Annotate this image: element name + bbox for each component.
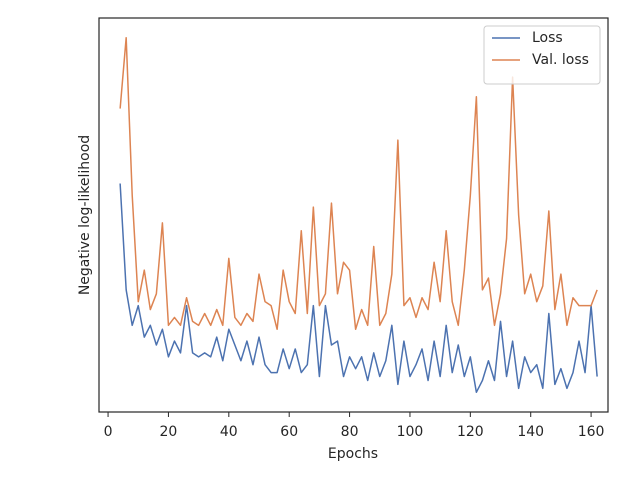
- x-tick-label: 20: [160, 424, 178, 440]
- x-tick-label: 40: [220, 424, 238, 440]
- x-tick-label: 140: [517, 424, 544, 440]
- x-tick-label: 100: [397, 424, 424, 440]
- x-tick-label: 160: [578, 424, 605, 440]
- series-line: [119, 183, 598, 394]
- plot-frame: [98, 17, 609, 413]
- y-axis-label: Negative log-likelihood: [77, 135, 93, 295]
- x-axis-label: Epochs: [328, 446, 378, 462]
- x-tick-label: 80: [341, 424, 359, 440]
- legend-box: [483, 25, 601, 85]
- x-tick-label: 60: [280, 424, 298, 440]
- legend-label: Val. loss: [532, 52, 589, 68]
- series-line: [119, 36, 598, 331]
- x-tick-label: 0: [104, 424, 113, 440]
- x-tick-label: 120: [457, 424, 484, 440]
- legend-label: Loss: [532, 30, 563, 46]
